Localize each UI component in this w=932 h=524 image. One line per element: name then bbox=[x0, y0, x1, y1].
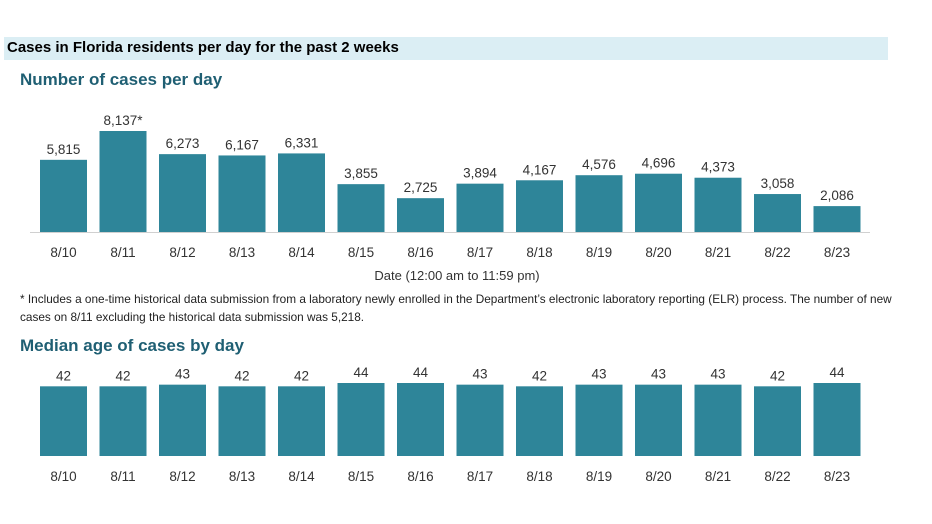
x-axis-title: Date (12:00 am to 11:59 pm) bbox=[374, 268, 540, 283]
age-bar bbox=[99, 386, 147, 456]
cases-data-label: 3,855 bbox=[344, 166, 378, 181]
cases-tick-label: 8/22 bbox=[764, 245, 790, 260]
cases-bar bbox=[575, 175, 623, 232]
age-bar bbox=[575, 384, 623, 456]
cases-data-label: 2,086 bbox=[820, 188, 854, 203]
cases-data-label: 4,696 bbox=[642, 156, 676, 171]
age-data-label: 42 bbox=[532, 368, 547, 383]
x-axis-title-wrap: Date (12:00 am to 11:59 pm) bbox=[0, 268, 932, 283]
chart-title-median-age: Median age of cases by day bbox=[20, 336, 244, 355]
age-bar bbox=[159, 384, 206, 456]
age-tick-label: 8/13 bbox=[229, 469, 255, 484]
age-tick-label: 8/18 bbox=[526, 469, 552, 484]
cases-bar bbox=[635, 173, 682, 232]
age-tick-label: 8/15 bbox=[348, 469, 374, 484]
age-tick-label: 8/21 bbox=[705, 469, 731, 484]
cases-tick-label: 8/18 bbox=[526, 245, 552, 260]
age-data-label: 43 bbox=[710, 367, 725, 382]
age-bar bbox=[813, 383, 861, 456]
cases-data-label: 6,273 bbox=[166, 136, 200, 151]
cases-tick-label: 8/11 bbox=[110, 245, 135, 260]
age-data-label: 42 bbox=[294, 368, 309, 383]
cases-tick-label: 8/10 bbox=[50, 245, 76, 260]
page-title: Cases in Florida residents per day for t… bbox=[7, 39, 399, 56]
age-tick-label: 8/23 bbox=[824, 469, 850, 484]
age-tick-label: 8/20 bbox=[645, 469, 671, 484]
age-tick-label: 8/12 bbox=[169, 469, 195, 484]
cases-bar bbox=[337, 184, 385, 232]
age-data-label: 43 bbox=[175, 367, 190, 382]
age-tick-label: 8/16 bbox=[407, 469, 433, 484]
cases-tick-label: 8/12 bbox=[169, 245, 195, 260]
age-bar bbox=[397, 383, 444, 456]
cases-data-label: 4,167 bbox=[523, 162, 557, 177]
cases-tick-label: 8/15 bbox=[348, 245, 374, 260]
cases-data-label: 5,815 bbox=[47, 142, 81, 157]
age-data-label: 44 bbox=[829, 365, 845, 380]
age-data-label: 42 bbox=[56, 368, 71, 383]
header-bar: Cases in Florida residents per day for t… bbox=[4, 37, 888, 60]
cases-data-label: 3,894 bbox=[463, 166, 497, 181]
cases-data-label: 6,167 bbox=[225, 137, 259, 152]
age-bar bbox=[337, 383, 385, 456]
cases-data-label: 4,576 bbox=[582, 157, 616, 172]
cases-bar bbox=[278, 153, 325, 232]
cases-bar bbox=[694, 177, 742, 232]
cases-data-label: 2,725 bbox=[404, 180, 438, 195]
cases-tick-label: 8/17 bbox=[467, 245, 493, 260]
chart-title-cases: Number of cases per day bbox=[20, 70, 223, 89]
age-bar bbox=[754, 386, 801, 456]
age-bar bbox=[218, 386, 266, 456]
cases-bar bbox=[516, 180, 563, 232]
age-data-label: 44 bbox=[353, 365, 369, 380]
age-bar bbox=[40, 386, 87, 456]
age-data-label: 43 bbox=[472, 367, 487, 382]
age-tick-label: 8/19 bbox=[586, 469, 612, 484]
cases-data-label: 8,137* bbox=[103, 113, 143, 128]
age-data-label: 42 bbox=[234, 368, 249, 383]
cases-bar bbox=[218, 155, 266, 232]
age-bar bbox=[278, 386, 325, 456]
cases-tick-label: 8/14 bbox=[288, 245, 315, 260]
age-data-label: 44 bbox=[413, 365, 429, 380]
age-tick-label: 8/14 bbox=[288, 469, 315, 484]
cases-data-label: 3,058 bbox=[761, 176, 795, 191]
age-bar bbox=[694, 384, 742, 456]
age-data-label: 42 bbox=[115, 368, 130, 383]
cases-tick-label: 8/16 bbox=[407, 245, 433, 260]
age-tick-label: 8/17 bbox=[467, 469, 493, 484]
cases-tick-label: 8/19 bbox=[586, 245, 612, 260]
age-bar bbox=[456, 384, 504, 456]
cases-bar bbox=[99, 131, 147, 232]
cases-bar bbox=[456, 183, 504, 232]
cases-data-label: 6,331 bbox=[285, 135, 319, 150]
age-data-label: 43 bbox=[651, 367, 666, 382]
age-tick-label: 8/11 bbox=[110, 469, 135, 484]
age-tick-label: 8/22 bbox=[764, 469, 790, 484]
age-data-label: 43 bbox=[591, 367, 606, 382]
cases-bar bbox=[159, 154, 206, 232]
cases-bar bbox=[754, 194, 801, 232]
age-data-label: 42 bbox=[770, 368, 785, 383]
cases-data-label: 4,373 bbox=[701, 160, 735, 175]
age-bar bbox=[635, 384, 682, 456]
age-bar bbox=[516, 386, 563, 456]
cases-tick-label: 8/20 bbox=[645, 245, 671, 260]
footnote: * Includes a one-time historical data su… bbox=[20, 292, 892, 324]
cases-tick-label: 8/23 bbox=[824, 245, 850, 260]
cases-bar bbox=[397, 198, 444, 232]
age-tick-label: 8/10 bbox=[50, 469, 76, 484]
cases-bar bbox=[813, 206, 861, 232]
cases-tick-label: 8/21 bbox=[705, 245, 731, 260]
cases-bar bbox=[40, 159, 87, 232]
cases-tick-label: 8/13 bbox=[229, 245, 255, 260]
